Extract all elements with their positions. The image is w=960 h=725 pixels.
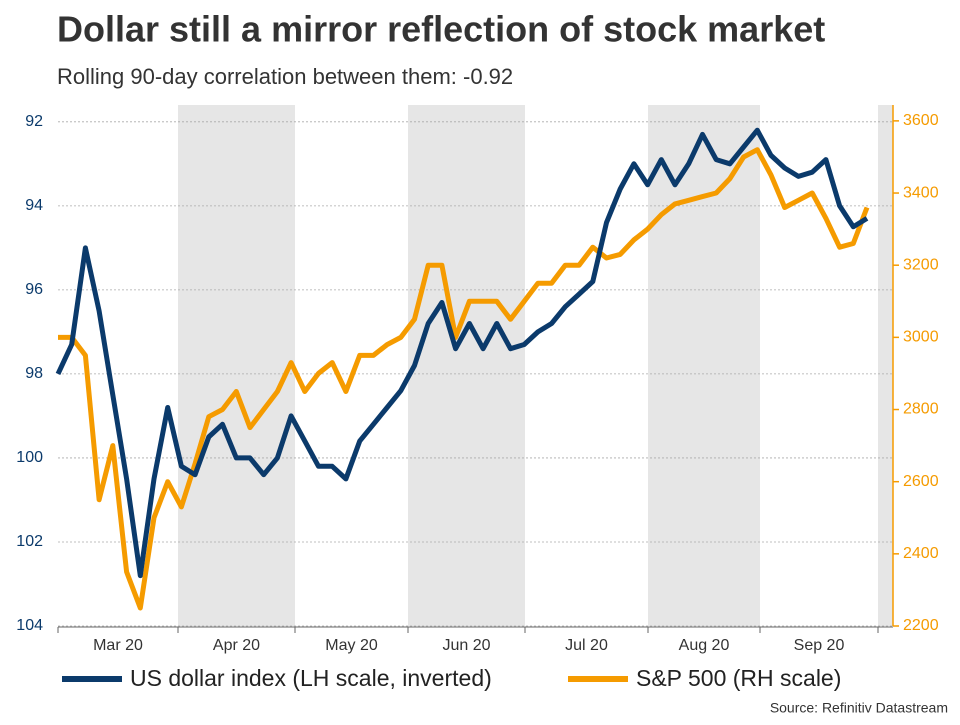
y2-tick-label: 2800 — [903, 401, 939, 418]
y2-tick-label: 2200 — [903, 617, 939, 634]
month-shade — [178, 105, 295, 626]
month-shade — [408, 105, 525, 626]
x-tick-label: Jun 20 — [442, 637, 490, 654]
y2-tick-label: 2600 — [903, 473, 939, 490]
month-shade — [648, 105, 760, 626]
series-line — [55, 127, 869, 579]
y2-tick-label: 3600 — [903, 112, 939, 129]
x-tick-label: Jul 20 — [565, 637, 608, 654]
month-shade — [878, 105, 893, 626]
y-tick-label: 104 — [16, 617, 43, 634]
x-tick-label: Mar 20 — [93, 637, 143, 654]
legend-label: US dollar index (LH scale, inverted) — [130, 665, 492, 691]
y-tick-label: 92 — [25, 113, 43, 130]
y2-tick-label: 3000 — [903, 329, 939, 346]
y-tick-label: 96 — [25, 281, 43, 298]
y2-tick-label: 3200 — [903, 256, 939, 273]
legend-label: S&P 500 (RH scale) — [636, 665, 841, 691]
y2-tick-label: 3400 — [903, 184, 939, 201]
y-tick-label: 94 — [25, 197, 43, 214]
y2-tick-label: 2400 — [903, 545, 939, 562]
chart-subtitle: Rolling 90-day correlation between them:… — [57, 64, 513, 89]
y-tick-label: 100 — [16, 449, 43, 466]
source: Source: Refinitiv Datastream — [770, 700, 948, 716]
y-tick-label: 98 — [25, 365, 43, 382]
chart-title: Dollar still a mirror reflection of stoc… — [57, 9, 825, 50]
y-tick-label: 102 — [16, 533, 43, 550]
x-tick-label: Apr 20 — [213, 637, 260, 654]
x-tick-label: May 20 — [325, 637, 378, 654]
x-tick-label: Sep 20 — [794, 637, 845, 654]
x-tick-label: Aug 20 — [679, 637, 730, 654]
